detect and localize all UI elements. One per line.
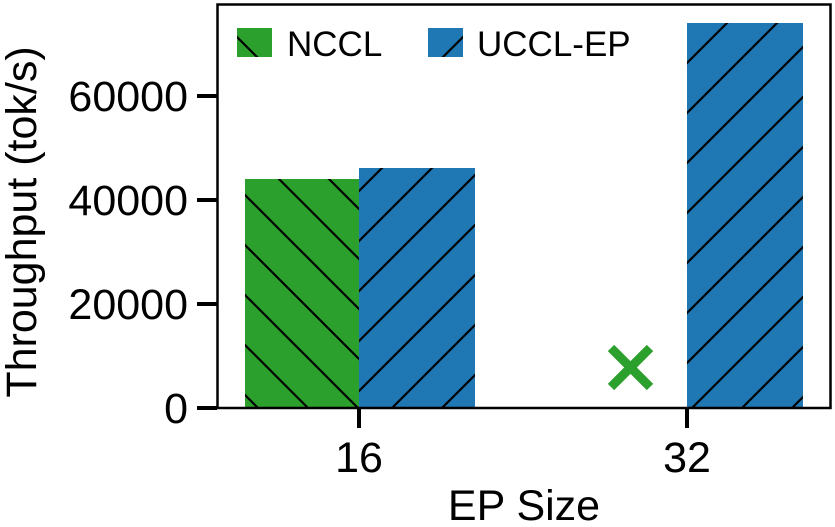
legend-swatch-ucclep xyxy=(428,28,463,57)
x-tick-label: 32 xyxy=(663,434,711,482)
bar-nccl-16 xyxy=(245,179,359,408)
bar-ucclep-32 xyxy=(687,23,803,408)
legend-label-nccl: NCCL xyxy=(287,25,382,64)
legend: NCCL UCCL-EP xyxy=(237,25,631,64)
x-axis-tick-labels: 16 32 xyxy=(335,434,711,482)
y-tick-label: 40000 xyxy=(68,177,188,225)
y-axis-title: Throughput (tok/s) xyxy=(0,46,46,397)
x-axis-title: EP Size xyxy=(448,482,600,527)
x-tick-label: 16 xyxy=(335,434,383,482)
bar-ucclep-16 xyxy=(359,168,475,408)
y-tick-label: 20000 xyxy=(68,281,188,329)
y-tick-label: 60000 xyxy=(68,73,188,121)
x-axis-ticks xyxy=(357,408,689,428)
y-axis-tick-labels: 0 20000 40000 60000 xyxy=(68,73,188,433)
legend-label-ucclep: UCCL-EP xyxy=(477,25,631,64)
legend-swatch-nccl xyxy=(237,28,272,57)
plot-area-frame xyxy=(216,3,832,410)
y-tick-label: 0 xyxy=(164,385,188,433)
bars xyxy=(245,23,803,408)
y-axis-ticks xyxy=(197,94,217,410)
nccl-32-x-marker-icon xyxy=(607,344,654,391)
